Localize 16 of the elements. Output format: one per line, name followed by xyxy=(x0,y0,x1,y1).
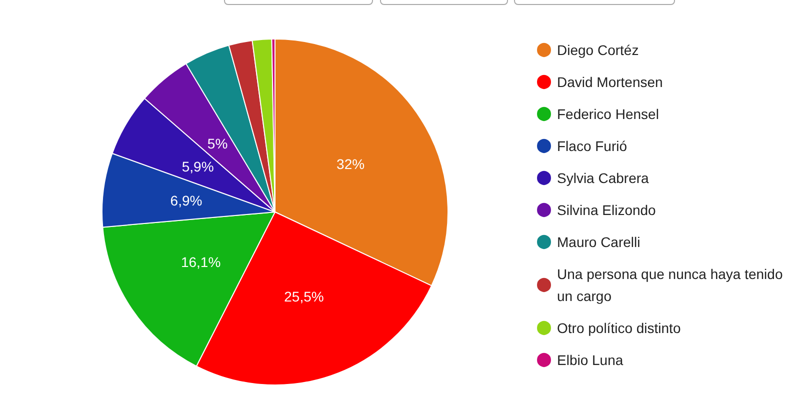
legend-label: Otro político distinto xyxy=(557,320,681,336)
legend-label: Elbio Luna xyxy=(557,352,624,368)
data-label: 16,1% xyxy=(180,254,221,270)
data-label: 5,9% xyxy=(182,158,214,175)
legend-label: Flaco Furió xyxy=(557,138,628,154)
data-label: 25,5% xyxy=(284,288,324,305)
legend-label: Sylvia Cabrera xyxy=(557,170,650,186)
data-label: 32% xyxy=(336,156,365,172)
legend-label: Silvina Elizondo xyxy=(557,202,656,218)
legend-label: Federico Hensel xyxy=(557,106,659,122)
legend-label: Mauro Carelli xyxy=(557,234,640,250)
data-label: 6,9% xyxy=(170,192,202,209)
data-label: 5% xyxy=(207,135,228,152)
legend-label: Una persona que nunca haya tenido un cargo xyxy=(557,266,787,304)
legend-label: Diego Cortéz xyxy=(557,42,639,58)
legend-label: David Mortensen xyxy=(557,74,663,90)
